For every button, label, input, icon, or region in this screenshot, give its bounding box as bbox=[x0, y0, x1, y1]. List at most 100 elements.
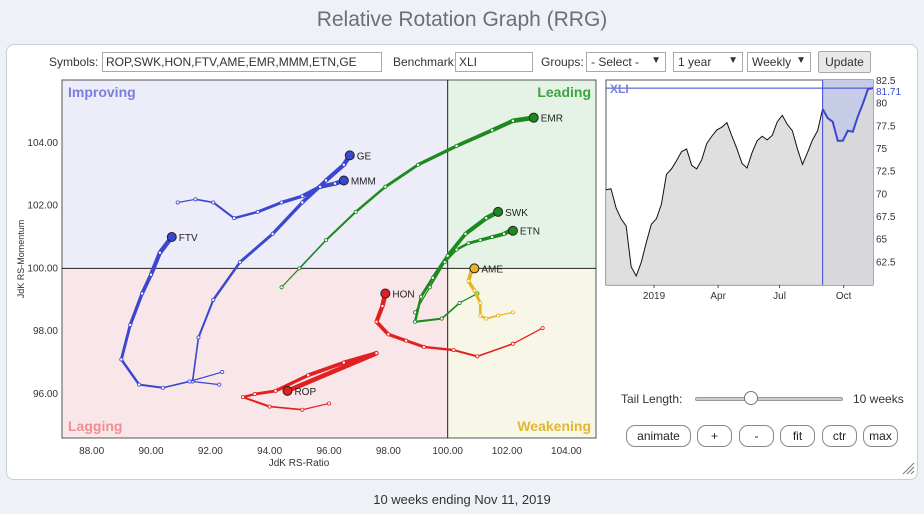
tail-segment bbox=[253, 389, 278, 396]
chevron-down-icon: ▼ bbox=[796, 55, 806, 66]
tail-point bbox=[187, 379, 192, 384]
tail-segment bbox=[191, 380, 220, 386]
tail-segment bbox=[476, 342, 514, 358]
tail-segment bbox=[325, 210, 357, 242]
x-tick-label: 100.00 bbox=[432, 446, 463, 457]
symbol-label: FTV bbox=[179, 233, 198, 244]
series-emr: EMR bbox=[279, 112, 563, 290]
tail-segment bbox=[119, 323, 132, 361]
last-value-label: 81.71 bbox=[876, 87, 901, 98]
symbol-label: MMM bbox=[351, 176, 376, 187]
tail-segment bbox=[197, 298, 215, 339]
groups-select[interactable]: - Select - ▼ bbox=[586, 52, 666, 72]
x-tick-label: 104.00 bbox=[551, 446, 582, 457]
tail-point bbox=[353, 209, 358, 214]
head-point bbox=[380, 288, 391, 299]
tail-point bbox=[267, 404, 272, 409]
tail-segment bbox=[162, 380, 191, 389]
zoom-out-button[interactable]: - bbox=[739, 425, 774, 447]
tail-point bbox=[237, 260, 242, 265]
rrg-chart[interactable]: Improving Leading Lagging Weakening 88.00 90.… bbox=[7, 45, 917, 479]
frequency-select-value: Weekly bbox=[752, 55, 792, 69]
tail-segment bbox=[120, 358, 141, 386]
quadrant-label-leading: Leading bbox=[537, 84, 591, 100]
y-tick-label: 96.00 bbox=[33, 389, 58, 400]
tail-length-track bbox=[695, 397, 843, 401]
tail-point bbox=[175, 200, 180, 205]
tail-point bbox=[540, 326, 545, 331]
tail-point bbox=[466, 278, 471, 283]
tail-point bbox=[300, 194, 305, 199]
price-area bbox=[606, 88, 873, 285]
head-point bbox=[493, 206, 504, 217]
price-y-tick: 70 bbox=[876, 189, 888, 200]
tail-point bbox=[332, 181, 337, 186]
tail-point bbox=[454, 247, 459, 252]
price-x-tick: Apr bbox=[710, 291, 726, 302]
x-tick-label: 98.00 bbox=[376, 446, 401, 457]
price-y-tick: 65 bbox=[876, 235, 888, 246]
tail-segment bbox=[280, 267, 300, 288]
tail-length-value: 10 weeks bbox=[853, 392, 904, 406]
benchmark-label: Benchmark: bbox=[393, 55, 458, 69]
tail-point bbox=[119, 357, 124, 362]
tail-segment bbox=[383, 163, 420, 189]
quadrant-label-lagging: Lagging bbox=[68, 418, 122, 434]
tail-segment bbox=[429, 261, 446, 289]
benchmark-title: XLI bbox=[610, 82, 629, 96]
tail-point bbox=[324, 178, 329, 183]
tail-point bbox=[484, 216, 489, 221]
tail-point bbox=[193, 197, 198, 202]
tail-point bbox=[478, 300, 483, 305]
quadrant-label-weakening: Weakening bbox=[517, 418, 591, 434]
tail-point bbox=[255, 209, 260, 214]
tail-point bbox=[478, 313, 483, 318]
tail-point bbox=[386, 332, 391, 337]
period-select[interactable]: 1 year ▼ bbox=[673, 52, 743, 72]
resize-grip-icon[interactable] bbox=[901, 461, 915, 475]
frequency-select[interactable]: Weekly ▼ bbox=[747, 52, 811, 72]
head-point bbox=[344, 150, 355, 161]
x-tick-label: 94.00 bbox=[257, 446, 282, 457]
groups-label: Groups: bbox=[541, 55, 584, 69]
tail-segment bbox=[440, 302, 461, 320]
tail-segment bbox=[138, 383, 164, 389]
tail-point bbox=[472, 288, 477, 293]
tail-segment bbox=[300, 184, 322, 199]
price-line-highlight bbox=[821, 87, 874, 142]
tail-point bbox=[383, 184, 388, 189]
price-y-tick: 67.5 bbox=[876, 212, 896, 223]
series-etn: ETN bbox=[413, 225, 540, 315]
tail-point bbox=[496, 313, 501, 318]
update-button[interactable]: Update bbox=[818, 51, 871, 73]
tail-segment bbox=[188, 371, 223, 383]
tail-point bbox=[427, 285, 432, 290]
tail-segment bbox=[212, 260, 242, 302]
head-point bbox=[528, 112, 539, 123]
x-axis-label: JdK RS-Ratio bbox=[269, 458, 330, 469]
tail-point bbox=[374, 351, 379, 356]
price-x-tick: Jul bbox=[773, 291, 786, 302]
head-point bbox=[282, 385, 293, 396]
chevron-down-icon: ▼ bbox=[651, 55, 661, 66]
tail-point bbox=[413, 319, 418, 324]
symbols-label: Symbols: bbox=[49, 55, 99, 69]
benchmark-input[interactable]: XLI bbox=[455, 52, 533, 72]
tail-segment bbox=[177, 198, 197, 204]
symbol-label: EMR bbox=[541, 114, 563, 125]
max-button[interactable]: max bbox=[863, 425, 898, 447]
price-y-tick: 77.5 bbox=[876, 121, 896, 132]
animate-button[interactable]: animate bbox=[626, 425, 691, 447]
zoom-in-button[interactable]: + bbox=[697, 425, 732, 447]
tail-length-slider[interactable] bbox=[744, 391, 759, 405]
tail-segment bbox=[414, 317, 443, 323]
tail-length-label: Tail Length: bbox=[621, 392, 683, 406]
symbols-input[interactable]: ROP,SWK,HON,FTV,AME,EMR,MMM,ETN,GE bbox=[102, 52, 382, 72]
groups-select-value: - Select - bbox=[591, 55, 640, 69]
fit-button[interactable]: fit bbox=[780, 425, 815, 447]
tail-point bbox=[160, 385, 165, 390]
tail-point bbox=[454, 143, 459, 148]
tail-point bbox=[211, 200, 216, 205]
center-button[interactable]: ctr bbox=[822, 425, 857, 447]
tail-point bbox=[439, 316, 444, 321]
